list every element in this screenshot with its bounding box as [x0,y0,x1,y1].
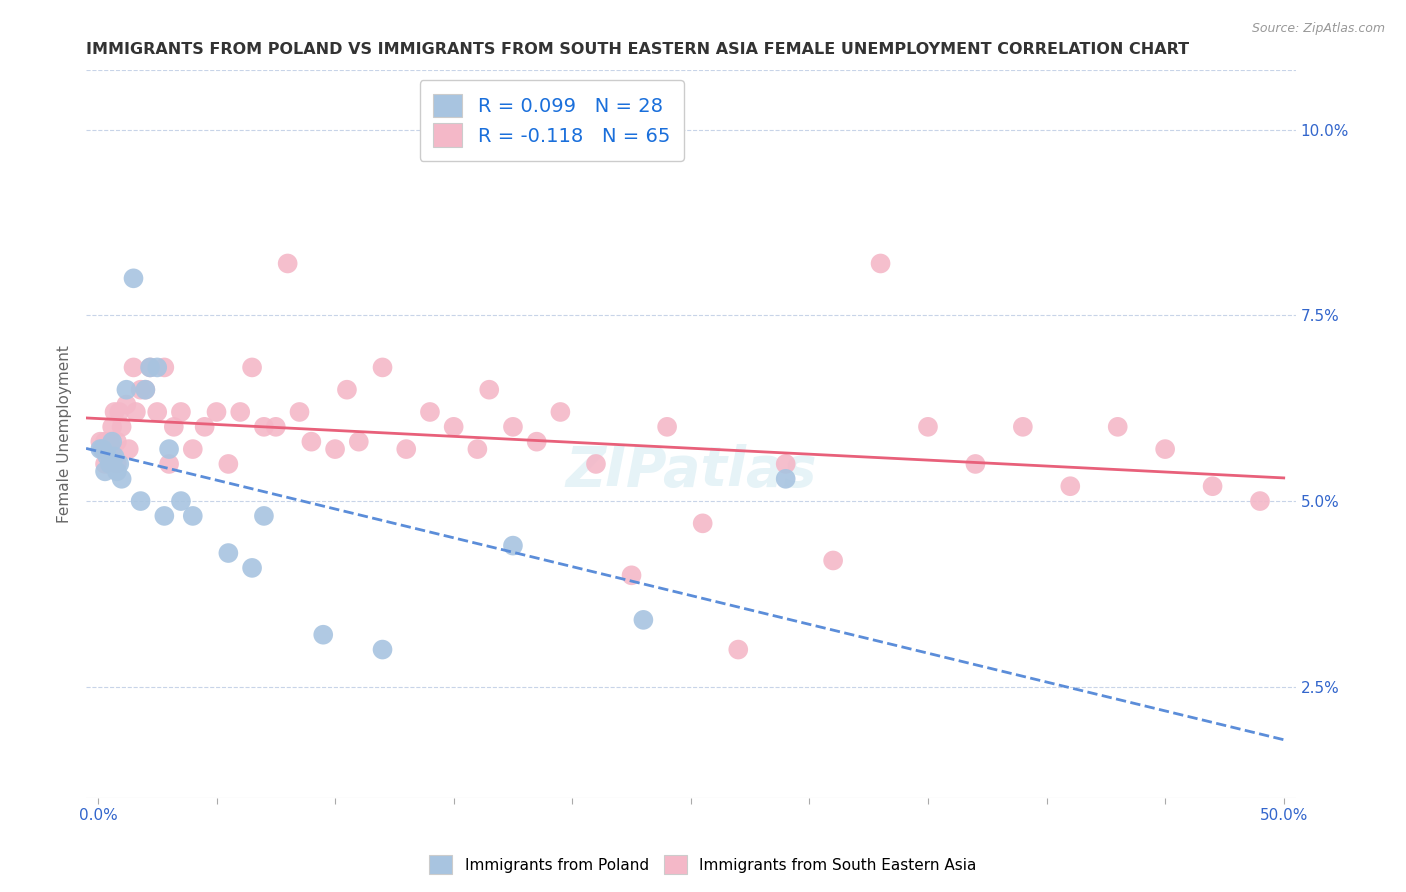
Point [122,360,145,375]
Point [217,457,239,471]
Point [205,405,228,419]
Point [1201,479,1223,493]
Point [98,450,121,464]
Point [277,256,299,270]
Point [96,442,118,456]
Point [443,419,465,434]
Point [146,360,169,375]
Point [585,457,607,471]
Point [727,642,749,657]
Point [122,271,145,285]
Point [129,494,152,508]
Point [264,419,287,434]
Point [134,383,156,397]
Point [181,442,204,456]
Point [139,360,162,375]
Point [105,434,128,449]
Point [105,464,128,478]
Point [869,256,891,270]
Point [1154,442,1177,456]
Point [371,642,394,657]
Point [502,419,524,434]
Point [139,360,162,375]
Point [105,457,128,471]
Point [253,419,276,434]
Point [153,360,176,375]
Point [170,405,193,419]
Point [101,419,124,434]
Point [347,434,370,449]
Point [917,419,939,434]
Point [253,508,276,523]
Point [1011,419,1033,434]
Point [170,494,193,508]
Point [240,360,263,375]
Point [94,464,117,478]
Point [181,508,204,523]
Point [98,457,121,471]
Point [157,442,180,456]
Point [526,434,548,449]
Point [163,419,186,434]
Point [111,472,134,486]
Point [478,383,501,397]
Point [502,539,524,553]
Point [94,434,117,449]
Point [194,419,217,434]
Legend: R = 0.099   N = 28, R = -0.118   N = 65: R = 0.099 N = 28, R = -0.118 N = 65 [419,80,683,161]
Point [111,419,134,434]
Point [775,457,797,471]
Point [620,568,643,582]
Point [129,383,152,397]
Point [229,405,252,419]
Point [467,442,489,456]
Text: Source: ZipAtlas.com: Source: ZipAtlas.com [1251,22,1385,36]
Point [146,405,169,419]
Point [101,434,124,449]
Point [419,405,441,419]
Point [823,553,845,567]
Point [312,628,335,642]
Point [96,450,118,464]
Point [153,508,176,523]
Point [108,405,131,419]
Point [299,434,322,449]
Point [103,405,125,419]
Point [103,450,125,464]
Point [134,383,156,397]
Point [395,442,418,456]
Legend: Immigrants from Poland, Immigrants from South Eastern Asia: Immigrants from Poland, Immigrants from … [423,849,983,880]
Point [94,457,117,471]
Point [89,434,111,449]
Point [89,442,111,456]
Point [775,472,797,486]
Point [692,516,714,531]
Text: ZIPatlas: ZIPatlas [565,443,817,498]
Point [1059,479,1081,493]
Point [118,442,141,456]
Point [157,457,180,471]
Point [1249,494,1271,508]
Point [1107,419,1129,434]
Point [217,546,239,560]
Point [550,405,572,419]
Point [125,405,148,419]
Point [371,360,394,375]
Point [91,442,114,456]
Text: IMMIGRANTS FROM POLAND VS IMMIGRANTS FROM SOUTH EASTERN ASIA FEMALE UNEMPLOYMENT: IMMIGRANTS FROM POLAND VS IMMIGRANTS FRO… [86,42,1189,57]
Point [323,442,346,456]
Y-axis label: Female Unemployment: Female Unemployment [58,345,72,524]
Point [101,442,124,456]
Point [98,434,121,449]
Point [240,561,263,575]
Point [115,398,138,412]
Point [288,405,311,419]
Point [91,442,114,456]
Point [336,383,359,397]
Point [633,613,655,627]
Point [108,457,131,471]
Point [965,457,987,471]
Point [115,383,138,397]
Point [655,419,678,434]
